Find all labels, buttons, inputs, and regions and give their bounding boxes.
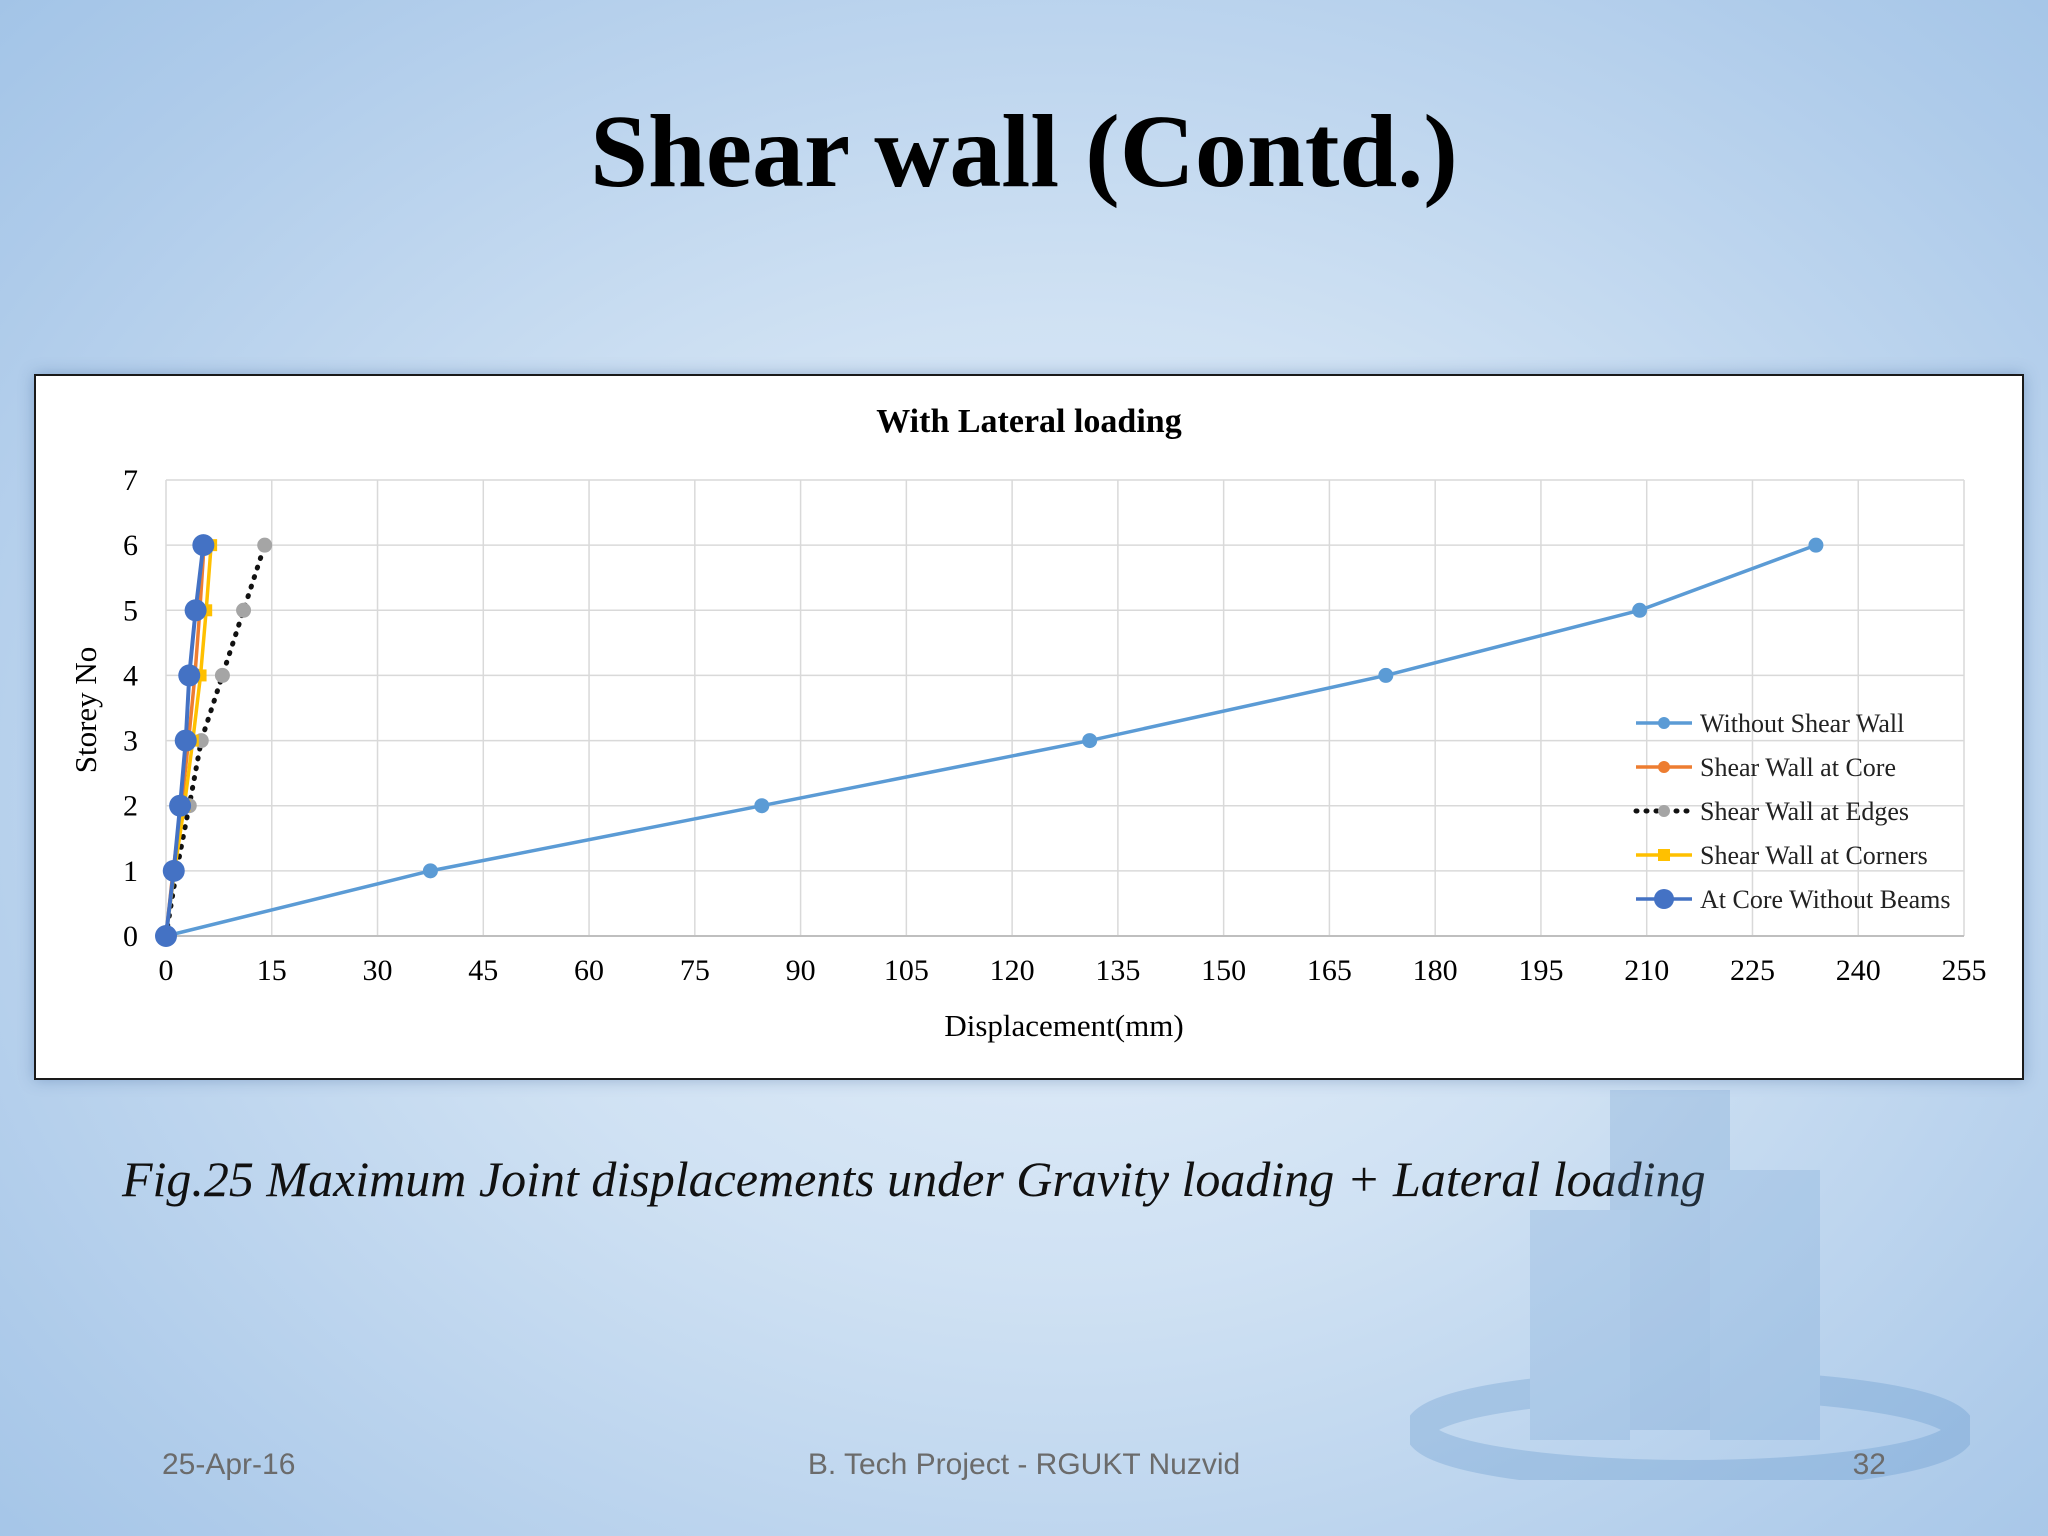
data-point (174, 729, 197, 752)
x-tick-label: 150 (1201, 954, 1246, 987)
data-point (169, 794, 192, 817)
x-tick-label: 30 (363, 954, 393, 987)
data-point (1808, 537, 1824, 553)
data-point (214, 667, 230, 683)
x-tick-label: 90 (786, 954, 816, 987)
x-tick-label: 120 (990, 954, 1035, 987)
data-point (1082, 733, 1098, 749)
legend-label: Shear Wall at Corners (1700, 841, 1928, 870)
x-tick-label: 135 (1095, 954, 1140, 987)
y-tick-label: 1 (123, 855, 138, 888)
displacement-chart: 0 15 30 45 60 75 90 105 120 135 150 165 180 195 210 225… (68, 403, 1987, 1043)
y-tick-label: 0 (123, 920, 138, 953)
x-tick-label: 15 (257, 954, 287, 987)
y-tick-label: 5 (123, 594, 138, 627)
data-point (257, 537, 273, 553)
x-tick-label: 60 (574, 954, 604, 987)
legend-marker (1654, 889, 1674, 909)
chart-legend: Without Shear Wall Shear Wall at Core Shea… (1633, 709, 1951, 914)
chart-container: 0 15 30 45 60 75 90 105 120 135 150 165 180 195 210 225… (34, 374, 2024, 1080)
x-tick-label: 210 (1624, 954, 1669, 987)
y-tick-label: 7 (123, 464, 138, 497)
y-tick-label: 6 (123, 529, 138, 562)
legend-label: Without Shear Wall (1700, 709, 1904, 738)
data-point (1378, 667, 1394, 683)
data-point (184, 599, 207, 622)
data-point (1632, 602, 1648, 618)
legend-marker (1658, 717, 1670, 729)
data-point (422, 863, 438, 879)
x-tick-label: 45 (468, 954, 498, 987)
y-axis-label: Storey No (68, 647, 103, 774)
legend-label: At Core Without Beams (1700, 885, 1951, 914)
building-watermark (1410, 1090, 1970, 1480)
y-tick-label: 2 (123, 790, 138, 823)
x-axis-label: Displacement(mm) (944, 1008, 1183, 1043)
x-tick-label: 0 (159, 954, 174, 987)
x-tick-label: 255 (1942, 954, 1987, 987)
footer-date: 25-Apr-16 (162, 1448, 296, 1481)
data-point (155, 925, 177, 947)
legend-marker (1658, 849, 1670, 861)
y-tick-label: 3 (123, 725, 138, 758)
page-number: 32 (1852, 1448, 1886, 1481)
chart-series (155, 534, 1824, 947)
x-tick-label: 225 (1730, 954, 1775, 987)
legend-marker (1658, 805, 1670, 817)
data-point (178, 664, 201, 687)
slide-title: Shear wall (Contd.) (590, 94, 1458, 209)
legend-label: Shear Wall at Core (1700, 753, 1896, 782)
x-tick-label: 195 (1518, 954, 1563, 987)
legend-marker (1658, 761, 1670, 773)
data-point (192, 534, 215, 557)
x-tick-label: 105 (884, 954, 929, 987)
data-point (236, 602, 252, 618)
legend-label: Shear Wall at Edges (1700, 797, 1909, 826)
y-tick-label: 4 (123, 659, 138, 692)
x-tick-label: 165 (1307, 954, 1352, 987)
footer-title: B. Tech Project - RGUKT Nuzvid (807, 1448, 1241, 1481)
figure-caption: Fig.25 Maximum Joint displacements under… (122, 1151, 1706, 1207)
x-tick-label: 240 (1836, 954, 1881, 987)
chart-axes: 0 15 30 45 60 75 90 105 120 135 150 165 180 195 210 225… (123, 464, 1987, 987)
data-point (754, 798, 770, 814)
data-point (162, 859, 185, 882)
x-tick-label: 180 (1413, 954, 1458, 987)
chart-title: With Lateral loading (876, 403, 1181, 440)
x-tick-label: 75 (680, 954, 710, 987)
